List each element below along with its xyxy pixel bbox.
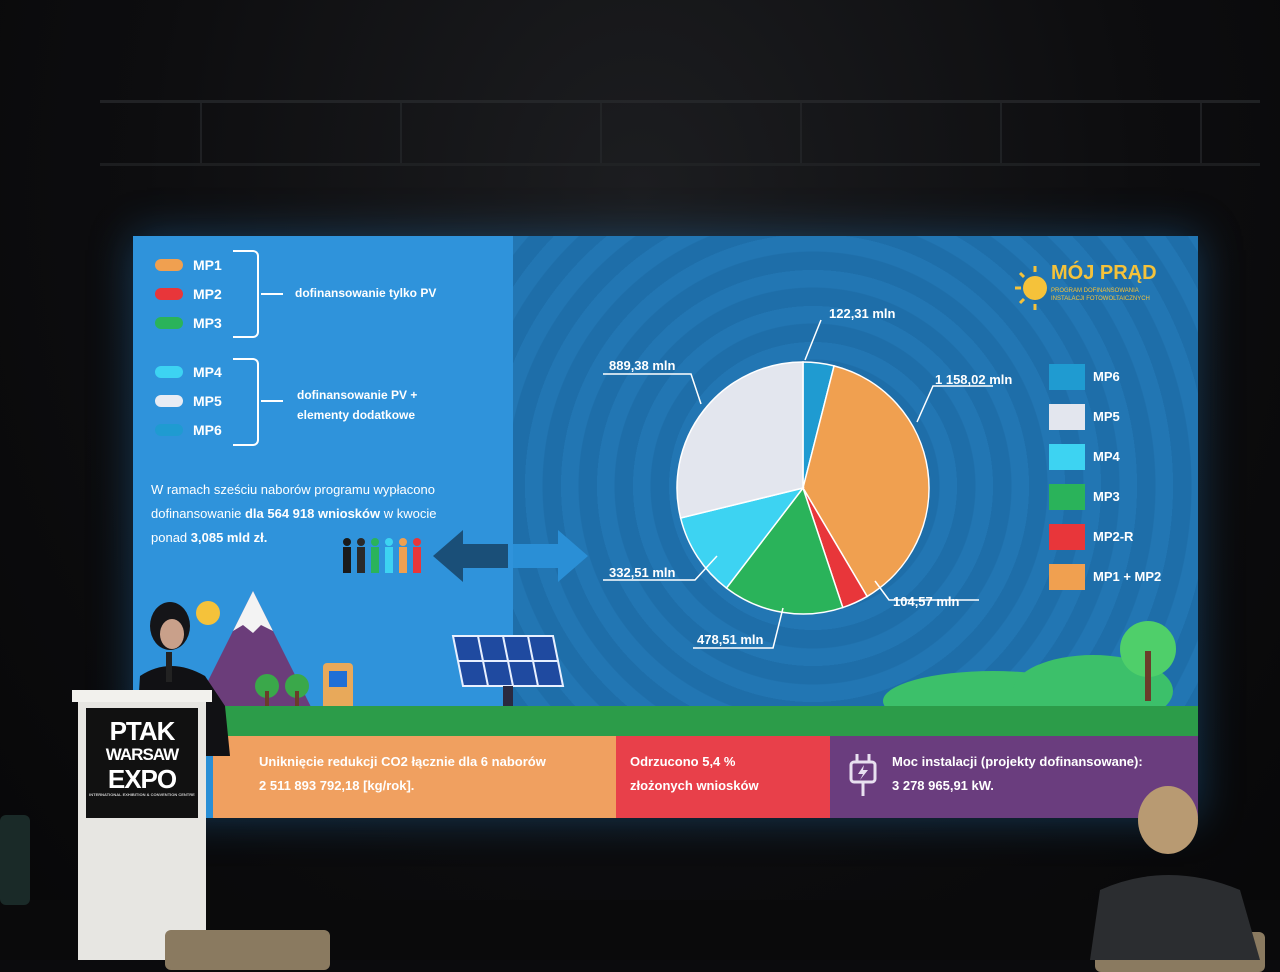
rejected-band: Odrzucono 5,4 % złożonych wniosków: [616, 736, 830, 818]
mp4-swatch: [155, 366, 183, 378]
mp3-label: MP3: [193, 315, 222, 331]
group1-bracket: [233, 250, 259, 338]
group2-description-line2: elementy dodatkowe: [297, 408, 416, 422]
pie-label-mp4: 332,51 mln: [609, 565, 676, 580]
legend-label-mp5: MP5: [1093, 409, 1120, 424]
sun-shape: [196, 601, 220, 625]
pie-label-mp5: 889,38 mln: [609, 358, 676, 373]
mp1-label: MP1: [193, 257, 222, 273]
mp2-label: MP2: [193, 286, 222, 302]
pie-label-mp12: 1 158,02 mln: [935, 372, 1013, 387]
plug-icon: [849, 754, 877, 796]
legend-label-mp2-r: MP2-R: [1093, 529, 1134, 544]
landscape-illustration: [193, 591, 1176, 711]
legend-label-mp3: MP3: [1093, 489, 1120, 504]
power-band: Moc instalacji (projekty dofinansowane):…: [830, 736, 1198, 818]
sun-icon: [1015, 266, 1047, 310]
power-line1: Moc instalacji (projekty dofinansowane):: [892, 754, 1143, 769]
summary-line2: dofinansowanie dla 564 918 wniosków w kw…: [151, 506, 437, 521]
mp5-swatch: [155, 395, 183, 407]
legend-label-mp1-mp2: MP1 + MP2: [1093, 569, 1162, 584]
mountain-shape: [193, 591, 313, 711]
rejected-line1: Odrzucono 5,4 %: [630, 754, 736, 769]
group2-description-line1: dofinansowanie PV +: [297, 388, 418, 402]
slide-left-panel: [133, 236, 513, 736]
logo-subtitle1: PROGRAM DOFINANSOWANIA: [1051, 288, 1139, 294]
group2-arrow: [261, 400, 283, 402]
mp5-label: MP5: [193, 393, 222, 409]
mp3-swatch: [155, 317, 183, 329]
venue-tagline: INTERNATIONAL EXHIBITION & CONVENTION CE…: [89, 792, 195, 797]
mp2-swatch: [155, 288, 183, 300]
led-screen-slide: MP1 MP2 MP3 dofinansowanie tylko PV MP4 …: [133, 236, 1198, 818]
pie-chart: [676, 361, 930, 615]
venue-logo: PTAK WARSAW EXPO INTERNATIONAL EXHIBITIO…: [86, 708, 198, 818]
summary-text: W ramach sześciu naborów programu wypłac…: [151, 478, 511, 550]
co2-line2: 2 511 893 792,18 [kg/rok].: [259, 778, 415, 793]
co2-line1: Uniknięcie redukcji CO2 łącznie dla 6 na…: [259, 754, 546, 769]
chair-front-left: [165, 930, 330, 970]
pie-slice-mp1-mp2: [802, 364, 930, 598]
lectern-top: [72, 690, 212, 702]
venue-line1: PTAK: [109, 716, 176, 746]
audience-member-silhouette: [1090, 786, 1260, 960]
pie-slice-mp5: [676, 361, 804, 519]
people-icon: [343, 538, 421, 573]
group1-arrow: [261, 293, 283, 295]
legend-swatch-mp3: [1049, 484, 1085, 510]
summary-line3: ponad 3,085 mld zł.: [151, 530, 268, 545]
summary-line1: W ramach sześciu naborów programu wypłac…: [151, 482, 435, 497]
legend-label-mp6: MP6: [1093, 369, 1120, 384]
moj-prad-logo: MÓJ PRĄD PROGRAM DOFINANSOWANIA INSTALAC…: [1013, 258, 1183, 318]
legend-swatch-mp4: [1049, 444, 1085, 470]
legend-swatch-mp2-r: [1049, 524, 1085, 550]
mp1-swatch: [155, 259, 183, 271]
group2-bracket: [233, 358, 259, 446]
group1-description: dofinansowanie tylko PV: [295, 286, 437, 300]
tree-shape: [1120, 621, 1176, 677]
logo-subtitle2: INSTALACJI FOTOWOLTAICZNYCH: [1051, 296, 1150, 302]
lectern: PTAK WARSAW EXPO INTERNATIONAL EXHIBITIO…: [72, 690, 212, 960]
legend-swatch-mp6: [1049, 364, 1085, 390]
mp6-swatch: [155, 424, 183, 436]
pie-label-mp6: 122,31 mln: [829, 306, 896, 321]
legend-swatch-mp5: [1049, 404, 1085, 430]
double-arrow-icon: [433, 530, 588, 582]
ceiling-truss: [100, 100, 1260, 166]
mp4-label: MP4: [193, 364, 222, 380]
venue-line2: WARSAW: [105, 745, 179, 764]
power-line2: 3 278 965,91 kW.: [892, 778, 994, 793]
venue-line3: EXPO: [107, 764, 177, 794]
legend-swatch-mp1-mp2: [1049, 564, 1085, 590]
pie-label-mp3: 478,51 mln: [697, 632, 764, 647]
rejected-line2: złożonych wniosków: [630, 778, 759, 793]
solar-panel-shape: [451, 635, 565, 708]
pie-label-mp2r: 104,57 mln: [893, 594, 960, 609]
chair-left: [0, 815, 30, 905]
co2-band: Uniknięcie redukcji CO2 łącznie dla 6 na…: [213, 736, 616, 818]
ground-strip: [133, 706, 1198, 736]
mp6-label: MP6: [193, 422, 222, 438]
legend-label-mp4: MP4: [1093, 449, 1120, 464]
logo-title: MÓJ PRĄD: [1051, 262, 1157, 284]
